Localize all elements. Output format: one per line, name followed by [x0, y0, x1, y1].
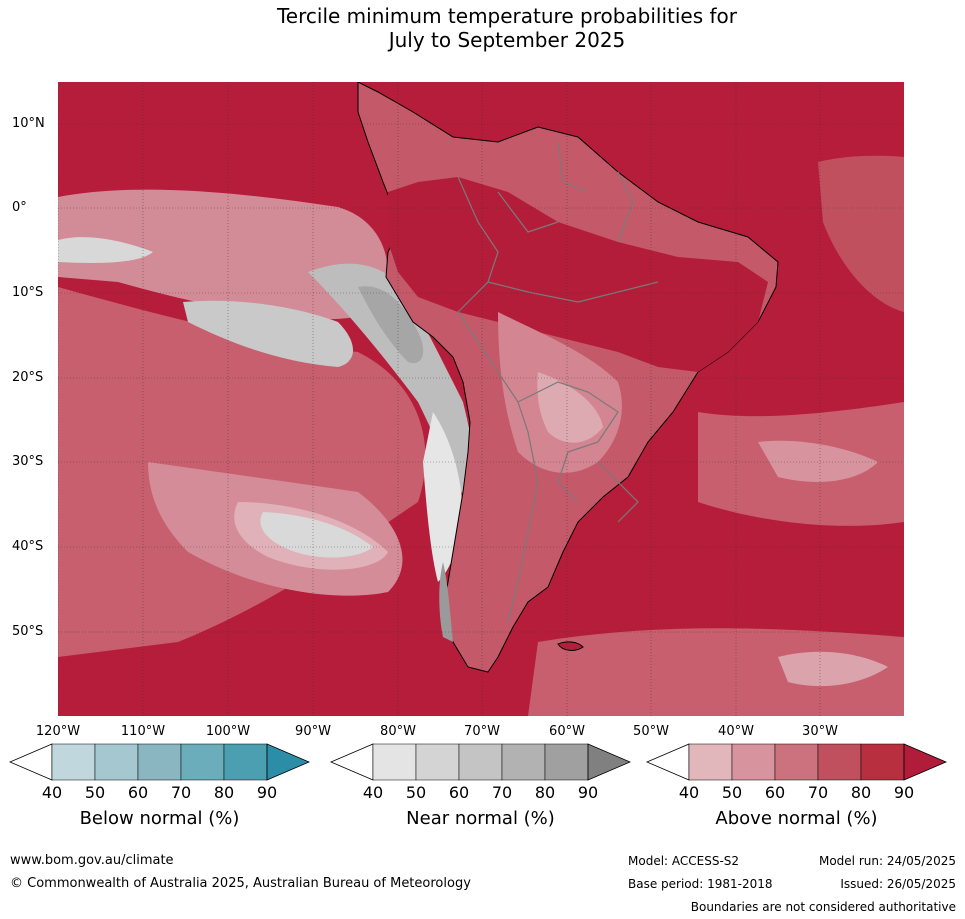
colorbar-tick-label: 70 [170, 783, 192, 802]
colorbar-tick-label: 60 [764, 783, 786, 802]
longitude-label: 30°W [802, 724, 838, 739]
falklands [557, 641, 584, 651]
website-url: www.bom.gov.au/climate [10, 853, 174, 868]
colorbar-tick-label: 70 [807, 783, 829, 802]
colorbar-above-high-extension [903, 743, 947, 781]
longitude-label: 120°W [35, 724, 81, 739]
latitude-label: 0° [12, 200, 27, 215]
colorbar-tick-label: 90 [256, 783, 278, 802]
colorbar-below-high-extension [266, 743, 310, 781]
colorbar-near-high-extension [587, 743, 631, 781]
latitude-label: 40°S [12, 539, 44, 554]
pacific-nearnormal-zone [183, 300, 353, 367]
colorbar-tick-label: 80 [213, 783, 235, 802]
map-canvas [58, 82, 904, 716]
pacific-band-light [58, 189, 388, 320]
colorbar-tick-label: 60 [127, 783, 149, 802]
base-period: Base period: 1981-2018 [628, 877, 773, 891]
colorbar-tick-label: 40 [362, 783, 384, 802]
colorbar-tick-label: 90 [893, 783, 915, 802]
colorbar-tick-label: 90 [577, 783, 599, 802]
latitude-label: 10°S [12, 285, 44, 300]
colorbar-tick-label: 50 [84, 783, 106, 802]
latitude-label: 30°S [12, 454, 44, 469]
peru-coastal-darkgrey [358, 286, 424, 363]
colorbar-near-segment [372, 743, 417, 781]
colorbar-tick-label: 70 [491, 783, 513, 802]
colorbar-below-low-extension [9, 743, 53, 781]
latitude-label: 50°S [12, 624, 44, 639]
atlantic-east-pale [758, 440, 878, 482]
longitude-label: 90°W [295, 724, 331, 739]
longitude-label: 50°W [633, 724, 669, 739]
pacific-band-mid [58, 287, 426, 657]
colorbar-near-segment [501, 743, 546, 781]
colorbar-above-segment [774, 743, 819, 781]
copyright-text: © Commonwealth of Australia 2025, Austra… [10, 876, 471, 891]
atlantic-far-east [818, 155, 904, 312]
colorbar-tick-label: 50 [405, 783, 427, 802]
map-title: Tercile minimum temperature probabilitie… [0, 4, 965, 52]
longitude-label: 60°W [549, 724, 585, 739]
atlantic-south-band [528, 628, 904, 716]
colorbar-below [9, 743, 310, 781]
colorbar-above-segment [860, 743, 905, 781]
colorbar-near-low-extension [330, 743, 374, 781]
model-name: Model: ACCESS-S2 [628, 854, 740, 868]
colorbar-below-segment [223, 743, 268, 781]
colorbar-below-segment [51, 743, 96, 781]
colorbar-below-segment [180, 743, 225, 781]
title-line-1: Tercile minimum temperature probabilitie… [276, 4, 738, 28]
colorbar-tick-label: 50 [721, 783, 743, 802]
colorbar-above-low-extension [646, 743, 690, 781]
model-run-date: Model run: 24/05/2025 [818, 854, 956, 868]
colorbar-near-segment [544, 743, 589, 781]
north-land-dark [388, 177, 768, 372]
andes-grey-strip [439, 562, 453, 642]
colorbar-above-segment [817, 743, 862, 781]
colorbar-near-segment [415, 743, 460, 781]
longitude-label: 40°W [718, 724, 754, 739]
longitude-label: 100°W [205, 724, 251, 739]
colorbar-tick-label: 60 [448, 783, 470, 802]
colorbar-tick-label: 80 [850, 783, 872, 802]
colorbar-near-label: Near normal (%) [406, 808, 555, 829]
latitude-label: 20°S [12, 370, 44, 385]
issued-date: Issued: 26/05/2025 [840, 877, 956, 891]
boundaries-disclaimer: Boundaries are not considered authoritat… [690, 900, 956, 914]
longitude-label: 80°W [380, 724, 416, 739]
colorbar-tick-label: 80 [534, 783, 556, 802]
pacific-south-grey [260, 512, 373, 558]
colorbar-above-label: Above normal (%) [715, 808, 878, 829]
chile-coast-pale [423, 412, 463, 582]
longitude-label: 70°W [464, 724, 500, 739]
colorbar-below-label: Below normal (%) [79, 808, 240, 829]
colorbar-above-segment [731, 743, 776, 781]
country-borders [457, 141, 659, 623]
latitude-label: 10°N [12, 116, 45, 131]
forecast-map [58, 82, 904, 716]
colorbar-above [646, 743, 947, 781]
colorbar-near [330, 743, 631, 781]
graticule [58, 82, 904, 716]
colorbar-below-segment [137, 743, 182, 781]
longitude-label: 110°W [120, 724, 166, 739]
colorbar-tick-label: 40 [41, 783, 63, 802]
title-line-2: July to September 2025 [388, 28, 626, 52]
colorbar-near-segment [458, 743, 503, 781]
colorbar-below-segment [94, 743, 139, 781]
pacific-grey-strip [58, 237, 153, 263]
colorbar-tick-label: 40 [678, 783, 700, 802]
colorbar-above-segment [688, 743, 733, 781]
central-land-pale [537, 372, 603, 443]
atlantic-south-pale [778, 651, 888, 687]
